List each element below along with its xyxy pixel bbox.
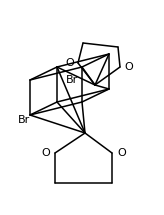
Text: O: O [41,148,50,158]
Text: Br: Br [18,115,30,125]
Text: O: O [124,62,133,72]
Text: O: O [117,148,126,158]
Text: O: O [65,58,74,68]
Text: Br: Br [66,75,78,85]
